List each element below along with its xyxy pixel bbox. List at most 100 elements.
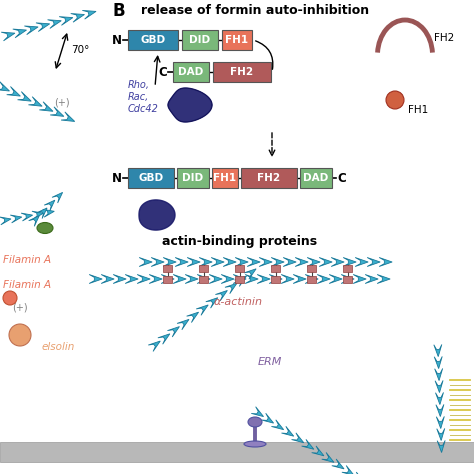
Polygon shape — [251, 407, 264, 417]
Polygon shape — [151, 257, 164, 266]
Text: DID: DID — [182, 173, 203, 183]
Polygon shape — [434, 345, 442, 356]
Polygon shape — [379, 257, 392, 266]
FancyBboxPatch shape — [200, 276, 209, 283]
Polygon shape — [161, 274, 174, 283]
Text: FH2: FH2 — [230, 67, 254, 77]
Polygon shape — [245, 274, 258, 283]
Polygon shape — [89, 274, 102, 283]
Polygon shape — [355, 257, 368, 266]
Text: Filamin A: Filamin A — [3, 280, 51, 290]
Polygon shape — [196, 305, 208, 315]
Polygon shape — [28, 97, 42, 106]
Polygon shape — [10, 215, 22, 223]
FancyBboxPatch shape — [164, 265, 173, 272]
Polygon shape — [71, 14, 84, 22]
Polygon shape — [271, 257, 284, 266]
Polygon shape — [367, 257, 380, 266]
Polygon shape — [341, 274, 354, 283]
Polygon shape — [317, 274, 330, 283]
Polygon shape — [269, 274, 282, 283]
FancyBboxPatch shape — [272, 276, 281, 283]
Polygon shape — [28, 216, 39, 226]
Text: FH2: FH2 — [434, 33, 454, 43]
Polygon shape — [257, 274, 270, 283]
Polygon shape — [211, 257, 224, 266]
Polygon shape — [187, 257, 200, 266]
Polygon shape — [235, 276, 246, 286]
Polygon shape — [233, 274, 246, 283]
Text: N: N — [112, 34, 122, 46]
Polygon shape — [319, 257, 332, 266]
Polygon shape — [168, 88, 212, 122]
Polygon shape — [82, 10, 96, 19]
Polygon shape — [283, 257, 296, 266]
Polygon shape — [435, 368, 443, 381]
FancyBboxPatch shape — [344, 265, 353, 272]
Polygon shape — [18, 91, 31, 101]
FancyBboxPatch shape — [308, 276, 317, 283]
Polygon shape — [7, 87, 20, 96]
Polygon shape — [353, 274, 366, 283]
Polygon shape — [436, 404, 444, 417]
Polygon shape — [32, 211, 44, 219]
FancyBboxPatch shape — [300, 168, 332, 188]
Polygon shape — [301, 439, 314, 449]
Polygon shape — [434, 356, 442, 369]
FancyBboxPatch shape — [177, 168, 209, 188]
Text: FH2: FH2 — [257, 173, 281, 183]
Polygon shape — [101, 274, 114, 283]
Polygon shape — [261, 413, 273, 423]
Polygon shape — [223, 257, 236, 266]
FancyBboxPatch shape — [236, 276, 245, 283]
Polygon shape — [149, 274, 162, 283]
Polygon shape — [342, 465, 354, 474]
Text: elsolin: elsolin — [42, 342, 75, 352]
Polygon shape — [36, 208, 47, 219]
FancyBboxPatch shape — [0, 442, 474, 462]
Text: (+): (+) — [54, 97, 70, 107]
Polygon shape — [331, 257, 344, 266]
Polygon shape — [187, 312, 199, 323]
FancyBboxPatch shape — [164, 276, 173, 283]
Text: α-actinin: α-actinin — [213, 297, 263, 307]
Polygon shape — [24, 26, 38, 35]
Polygon shape — [305, 274, 318, 283]
Text: release of formin auto-inhibition: release of formin auto-inhibition — [141, 4, 369, 17]
Text: GBD: GBD — [138, 173, 164, 183]
Polygon shape — [52, 192, 63, 203]
Polygon shape — [113, 274, 126, 283]
FancyBboxPatch shape — [272, 265, 281, 272]
Text: Rho,: Rho, — [128, 80, 150, 90]
Text: Filamin A: Filamin A — [3, 255, 51, 265]
FancyBboxPatch shape — [213, 62, 271, 82]
Text: N: N — [112, 172, 122, 184]
FancyBboxPatch shape — [212, 168, 238, 188]
Polygon shape — [343, 257, 356, 266]
Polygon shape — [44, 200, 55, 211]
Polygon shape — [221, 274, 234, 283]
Polygon shape — [185, 274, 198, 283]
Polygon shape — [329, 274, 342, 283]
Polygon shape — [39, 102, 53, 111]
Polygon shape — [175, 257, 188, 266]
Ellipse shape — [248, 417, 262, 427]
FancyBboxPatch shape — [173, 62, 209, 82]
Polygon shape — [209, 274, 222, 283]
Polygon shape — [377, 274, 390, 283]
Polygon shape — [173, 274, 186, 283]
Text: Cdc42: Cdc42 — [128, 104, 159, 114]
FancyBboxPatch shape — [182, 30, 218, 50]
Polygon shape — [36, 23, 50, 32]
Text: FH1: FH1 — [213, 173, 237, 183]
Polygon shape — [352, 472, 364, 474]
Text: actin-binding proteins: actin-binding proteins — [163, 235, 318, 248]
Text: C: C — [158, 65, 167, 79]
Polygon shape — [206, 298, 218, 308]
FancyBboxPatch shape — [308, 265, 317, 272]
Text: (+): (+) — [12, 302, 28, 312]
Polygon shape — [50, 107, 64, 117]
Polygon shape — [43, 210, 55, 217]
Polygon shape — [322, 453, 334, 462]
Polygon shape — [167, 327, 180, 337]
